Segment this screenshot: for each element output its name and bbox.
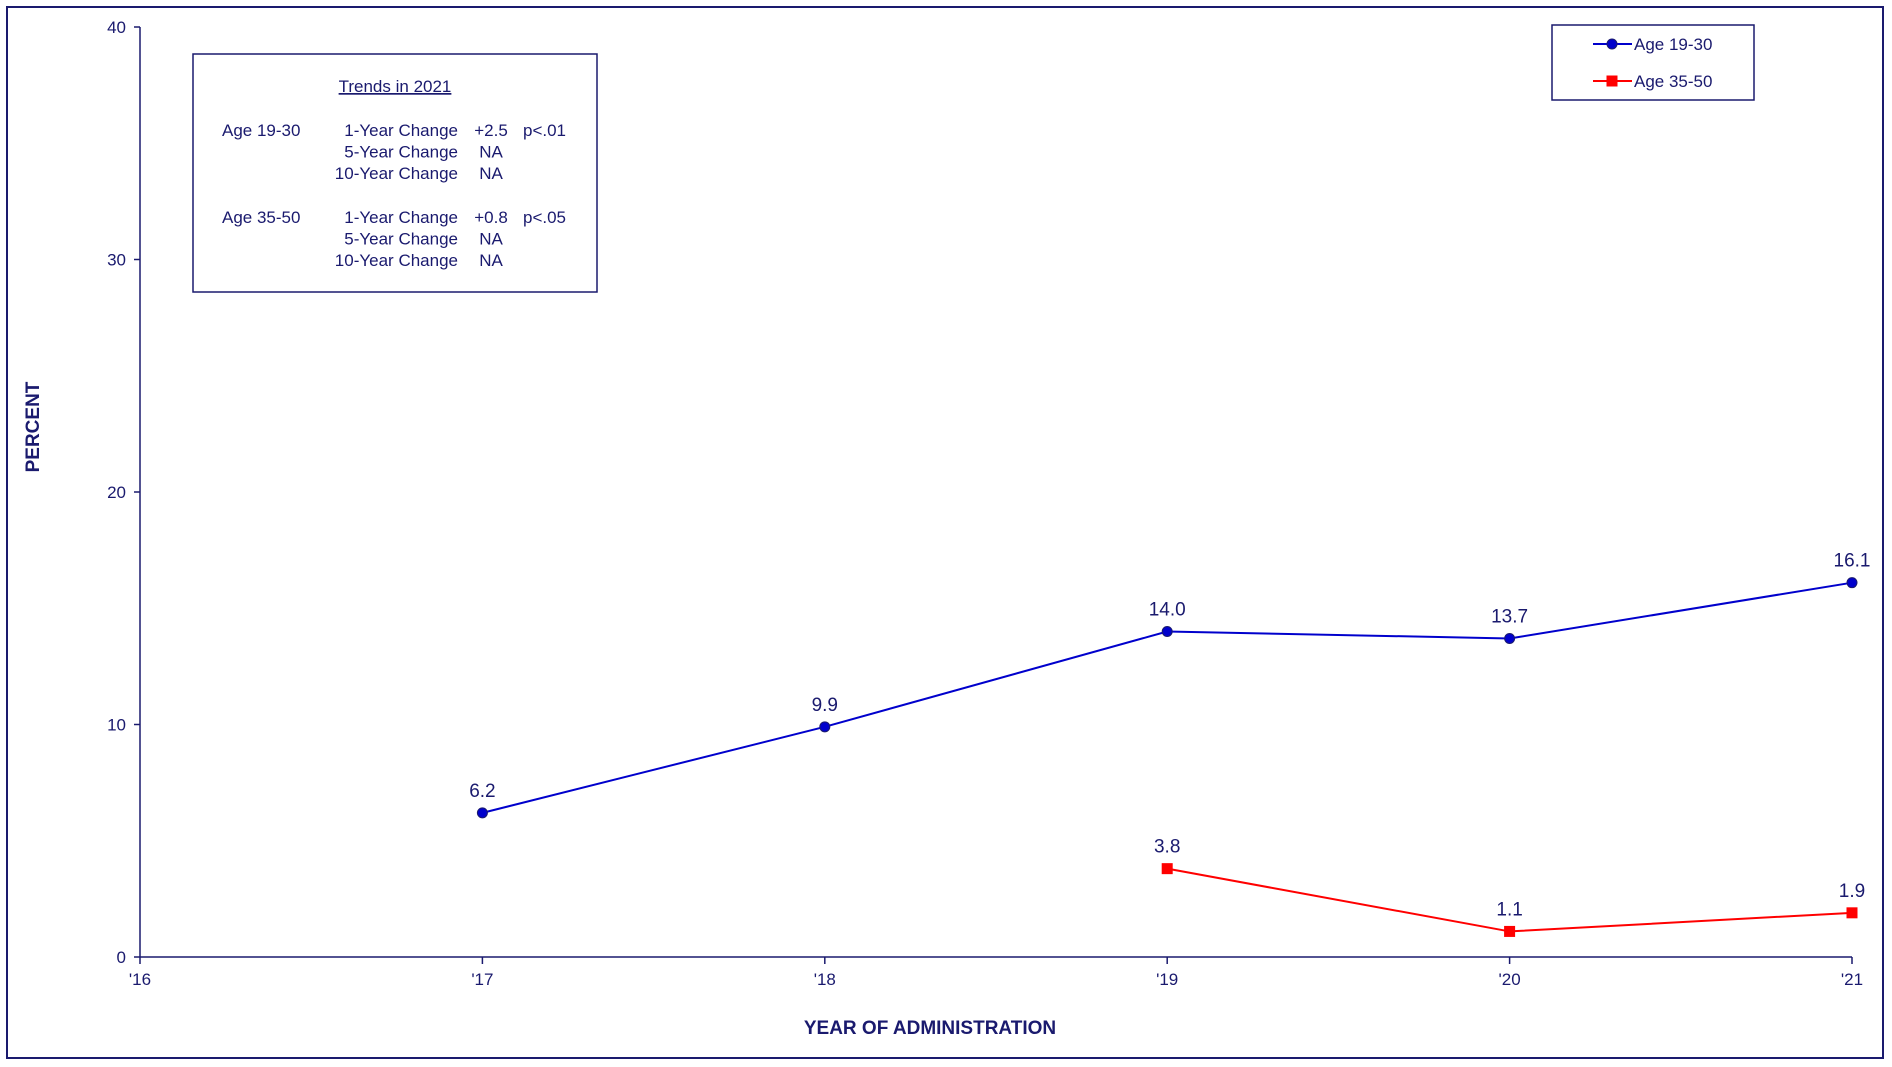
trend-row-label: 1-Year Change: [344, 121, 458, 140]
trend-row-label: 1-Year Change: [344, 208, 458, 227]
data-label: 16.1: [1834, 551, 1871, 572]
trend-row-label: 10-Year Change: [335, 251, 458, 270]
data-point: [819, 721, 831, 733]
data-point: [1846, 577, 1858, 589]
y-axis-title: PERCENT: [23, 381, 44, 472]
y-tick-label: 30: [107, 251, 126, 270]
x-tick-label: '19: [1156, 970, 1178, 989]
data-label: 9.9: [812, 695, 838, 716]
trend-row-significance: p<.01: [523, 121, 566, 140]
trends-panel-rows: Age 19-30 1-Year Change +2.5 p<.01 5-Year Ch…: [222, 121, 566, 270]
series-group: 6.2 9.9 14.0 13.7 16.1 3.8 1.1 1.9: [469, 551, 1870, 937]
series-age-19-30: 6.2 9.9 14.0 13.7 16.1: [469, 551, 1871, 819]
y-tick-label: 10: [107, 716, 126, 735]
chart-frame: [6, 6, 1884, 1059]
y-tick-label: 0: [117, 948, 126, 967]
data-point: [1504, 632, 1516, 644]
data-point: [1846, 907, 1858, 919]
data-label: 6.2: [469, 781, 495, 802]
data-label: 14.0: [1149, 600, 1186, 621]
data-label: 1.1: [1496, 899, 1522, 920]
legend-box: [1551, 24, 1755, 101]
trend-row-significance: p<.05: [523, 208, 566, 227]
trend-group-name: Age 19-30: [222, 121, 300, 140]
legend-label: Age 19-30: [1634, 35, 1712, 54]
series-age-35-50: 3.8 1.1 1.9: [1154, 837, 1865, 937]
trend-row-label: 5-Year Change: [344, 230, 458, 249]
y-tick-label: 40: [107, 18, 126, 37]
x-axis-title: YEAR OF ADMINISTRATION: [804, 1018, 1056, 1039]
data-point: [1504, 925, 1516, 937]
trend-group-name: Age 35-50: [222, 208, 300, 227]
y-ticks: 0 10 20 30 40: [107, 18, 140, 967]
trend-row-value: +2.5: [474, 121, 508, 140]
trend-row-value: NA: [479, 143, 503, 162]
x-tick-label: '16: [129, 970, 151, 989]
trend-row-value: +0.8: [474, 208, 508, 227]
legend-label: Age 35-50: [1634, 72, 1712, 91]
trend-row-value: NA: [479, 164, 503, 183]
data-label: 3.8: [1154, 837, 1180, 858]
legend-marker: [1606, 38, 1618, 50]
trends-panel: Trends in 2021 Age 19-30 1-Year Change +2.…: [192, 53, 598, 293]
trends-panel-title: Trends in 2021: [339, 77, 452, 96]
x-ticks: '16 '17 '18 '19 '20 '21: [129, 957, 1863, 989]
legend-marker: [1606, 75, 1618, 87]
trend-row-value: NA: [479, 230, 503, 249]
x-tick-label: '17: [471, 970, 493, 989]
legend: Age 19-30 Age 35-50: [1551, 24, 1755, 101]
trend-row-label: 5-Year Change: [344, 143, 458, 162]
x-tick-label: '20: [1499, 970, 1521, 989]
x-tick-label: '21: [1841, 970, 1863, 989]
data-point: [1161, 626, 1173, 637]
trend-row-label: 10-Year Change: [335, 164, 458, 183]
data-label: 1.9: [1839, 881, 1865, 902]
trend-row-value: NA: [479, 251, 503, 270]
trends-panel-box: [192, 53, 598, 293]
data-label: 13.7: [1491, 606, 1528, 627]
x-tick-label: '18: [814, 970, 836, 989]
data-point: [1161, 863, 1173, 875]
data-point: [476, 807, 488, 819]
y-tick-label: 20: [107, 483, 126, 502]
